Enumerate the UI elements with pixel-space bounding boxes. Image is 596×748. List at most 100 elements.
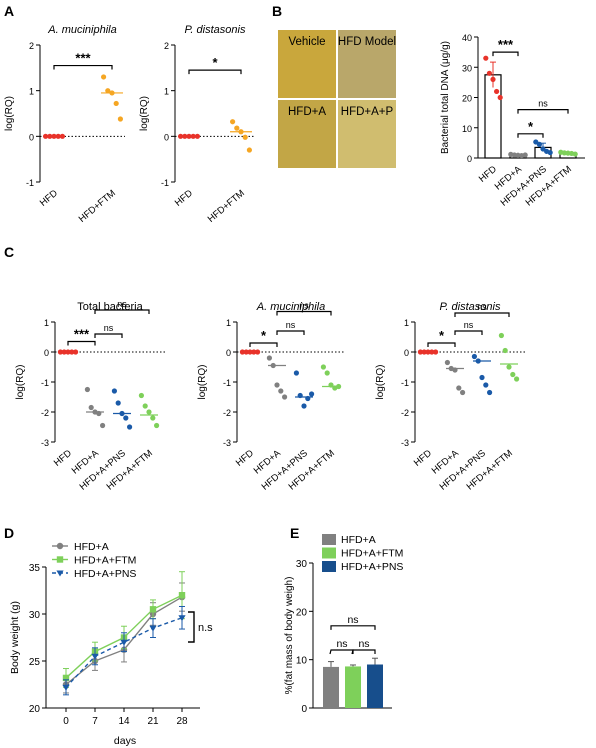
y-axis-label: log(RQ): [4, 96, 15, 131]
panel-letter: B: [272, 3, 282, 19]
y-tick-label: -1: [41, 378, 49, 388]
y-tick-label: -2: [41, 408, 49, 418]
significance-bracket: [454, 330, 483, 335]
x-tick-label: 21: [147, 716, 159, 727]
y-tick-label: 1: [226, 318, 231, 328]
panel-title: P. distasonis: [440, 301, 501, 313]
plate-label: HFD Model: [338, 36, 396, 48]
series-line: [65, 617, 183, 688]
data-point-marker: [91, 653, 99, 660]
x-tick-label: HFD: [173, 188, 195, 209]
panel-title: A. muciniphila: [256, 301, 325, 313]
x-axis-label: days: [114, 735, 136, 747]
data-point: [324, 370, 330, 376]
significance-bracket: [276, 330, 305, 335]
data-point: [547, 149, 553, 156]
y-tick-label: -1: [26, 178, 34, 188]
data-point: [536, 141, 543, 147]
data-point: [471, 353, 477, 360]
data-point: [510, 371, 516, 378]
legend-label: HFD+A: [74, 541, 109, 553]
data-point: [127, 424, 133, 430]
y-tick-label: 10: [296, 656, 308, 667]
data-point: [123, 415, 129, 421]
y-axis-label: log(RQ): [139, 96, 150, 131]
data-point: [242, 134, 248, 140]
plate-label: Vehicle: [288, 36, 325, 48]
legend-swatch: [322, 561, 336, 572]
x-tick-label: 28: [176, 716, 188, 727]
data-point: [320, 364, 326, 370]
legend-swatch: [322, 534, 336, 545]
y-tick-label: 20: [29, 704, 41, 715]
data-point: [309, 391, 315, 397]
data-point: [115, 400, 121, 406]
significance-bracket: [94, 309, 150, 314]
x-tick-label: 0: [63, 716, 69, 727]
x-tick-label: 14: [118, 716, 130, 727]
significance-bracket: [454, 312, 510, 317]
data-point: [444, 359, 450, 366]
data-point: [105, 88, 111, 94]
legend-marker: [56, 542, 64, 550]
legend-marker: [56, 556, 64, 563]
culture-plate-image: [338, 30, 396, 98]
y-axis-label: log(RQ): [197, 364, 208, 399]
data-point: [301, 403, 307, 409]
bar: [345, 666, 361, 708]
y-tick-label: 0: [467, 154, 472, 164]
data-point: [274, 382, 280, 388]
data-point-marker: [120, 639, 128, 646]
y-tick-label: 10: [462, 124, 472, 134]
significance-label: ns: [336, 638, 347, 650]
legend-marker: [56, 570, 64, 577]
data-point: [117, 116, 123, 122]
data-point-marker: [62, 674, 70, 682]
y-tick-label: -1: [223, 378, 231, 388]
panel-title: A. muciniphila: [47, 24, 116, 36]
y-axis-label: log(RQ): [15, 364, 26, 399]
data-point: [479, 374, 485, 381]
significance-bracket: [517, 133, 544, 138]
culture-plate-image: [338, 100, 396, 168]
y-tick-label: 1: [44, 318, 49, 328]
data-point: [84, 386, 90, 393]
significance-bracket: [427, 342, 456, 347]
legend-label: HFD+A+FTM: [341, 548, 403, 560]
y-tick-label: 40: [462, 33, 472, 43]
data-point: [246, 147, 252, 153]
data-point: [150, 415, 156, 421]
data-point: [498, 332, 504, 339]
significance-bracket: [276, 310, 332, 316]
data-point: [88, 404, 94, 411]
panel-letter: C: [4, 244, 14, 260]
x-tick-label: HFD: [52, 448, 74, 469]
significance-bracket: [188, 69, 242, 75]
data-point: [486, 70, 492, 76]
data-point-marker: [149, 606, 157, 613]
plate-label: HFD+A: [288, 106, 326, 118]
significance-label: ns: [347, 614, 358, 626]
significance-label: ns: [104, 323, 114, 333]
panel-letter: D: [4, 525, 14, 541]
significance-bracket: [249, 342, 278, 347]
data-point: [502, 347, 508, 354]
data-point-marker: [62, 684, 70, 691]
significance-label: ns: [358, 638, 369, 650]
data-point: [278, 388, 284, 394]
significance-label: ns: [477, 302, 487, 312]
y-tick-label: -1: [161, 178, 169, 188]
data-point: [460, 389, 466, 396]
significance-label: *: [439, 328, 445, 343]
y-tick-label: 30: [296, 559, 308, 570]
legend-label: HFD+A+FTM: [74, 555, 136, 567]
data-point: [154, 422, 160, 429]
data-point: [572, 151, 578, 157]
data-point: [522, 152, 528, 158]
significance-label: n.s: [198, 622, 213, 634]
y-tick-label: 0: [301, 704, 307, 715]
significance-bracket: [329, 649, 354, 655]
significance-label: ns: [299, 301, 309, 311]
culture-plate-image: [278, 30, 336, 98]
x-tick-label: HFD: [38, 188, 60, 209]
